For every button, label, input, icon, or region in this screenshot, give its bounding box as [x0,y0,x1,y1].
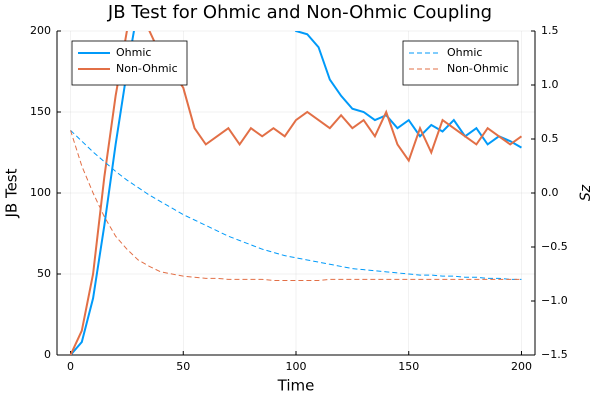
y2-tick-label: −1.0 [541,294,568,307]
y-tick-label: 0 [44,348,51,361]
y2-tick-label: −0.5 [541,240,568,253]
legend-label: Non-Ohmic [447,62,509,75]
y2-tick-label: 1.5 [541,24,559,37]
plot-area [69,31,523,355]
series-line [70,130,522,281]
x-axis-label: Time [277,377,315,395]
legend-label: Ohmic [447,46,482,59]
legend-box [402,40,519,86]
y2-tick-label: 1.0 [541,78,559,91]
x-tick-label: 150 [398,360,419,373]
y-tick-label: 50 [37,267,51,280]
x-tick-label: 50 [176,360,190,373]
y2-tick-label: 0.5 [541,132,559,145]
series-line [70,129,522,280]
y2-tick-label: −1.5 [541,348,568,361]
x-tick-label: 0 [67,360,74,373]
chart-title: JB Test for Ohmic and Non-Ohmic Coupling [107,2,492,23]
legend-box [71,40,188,86]
y-axis-label: JB Test [3,168,21,218]
y2-axis-label: Sz [578,184,594,201]
legend-label: Non-Ohmic [116,62,178,75]
y-tick-label: 200 [30,24,51,37]
y-tick-label: 150 [30,105,51,118]
legend-label: Ohmic [116,46,151,59]
y-tick-label: 100 [30,186,51,199]
y2-tick-label: 0.0 [541,186,559,199]
series-line [69,31,523,355]
x-tick-label: 100 [286,360,307,373]
series-line [69,31,522,355]
x-tick-label: 200 [511,360,532,373]
